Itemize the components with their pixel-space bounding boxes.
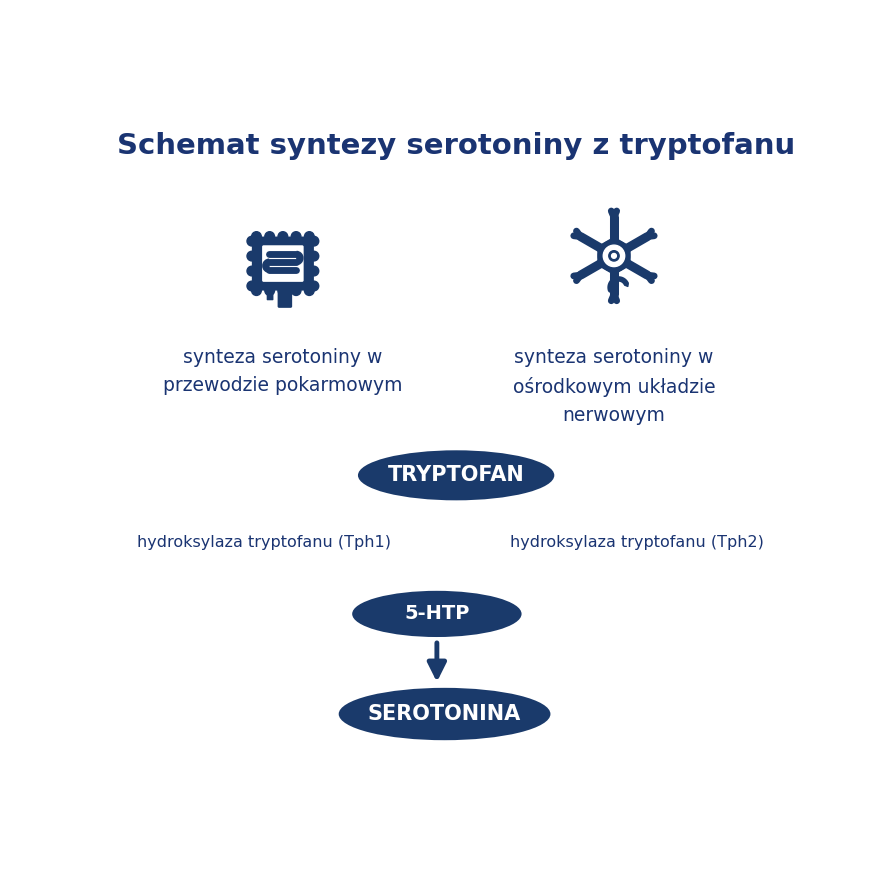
Ellipse shape — [352, 591, 522, 637]
Text: Schemat syntezy serotoniny z tryptofanu: Schemat syntezy serotoniny z tryptofanu — [117, 132, 796, 159]
Circle shape — [309, 251, 319, 261]
Text: synteza serotoniny w
ośrodkowym układzie
nerwowym: synteza serotoniny w ośrodkowym układzie… — [513, 348, 716, 425]
Text: hydroksylaza tryptofanu (Tph1): hydroksylaza tryptofanu (Tph1) — [137, 535, 391, 550]
Ellipse shape — [358, 450, 554, 500]
Circle shape — [247, 266, 256, 276]
FancyBboxPatch shape — [252, 236, 314, 291]
Circle shape — [309, 236, 319, 246]
Circle shape — [291, 285, 301, 295]
Circle shape — [309, 266, 319, 276]
Circle shape — [247, 281, 256, 291]
FancyBboxPatch shape — [278, 286, 292, 307]
Circle shape — [611, 254, 617, 258]
Polygon shape — [598, 237, 630, 274]
Circle shape — [252, 285, 262, 295]
FancyBboxPatch shape — [262, 245, 303, 282]
Circle shape — [609, 251, 619, 261]
Text: synteza serotoniny w
przewodzie pokarmowym: synteza serotoniny w przewodzie pokarmow… — [163, 348, 402, 396]
FancyBboxPatch shape — [267, 287, 273, 300]
Circle shape — [603, 245, 625, 267]
Circle shape — [247, 251, 256, 261]
Circle shape — [265, 232, 274, 241]
Text: hydroksylaza tryptofanu (Tph2): hydroksylaza tryptofanu (Tph2) — [510, 535, 764, 550]
Text: TRYPTOFAN: TRYPTOFAN — [388, 465, 524, 485]
Circle shape — [291, 232, 301, 241]
FancyArrow shape — [625, 282, 628, 286]
Circle shape — [278, 232, 287, 241]
Circle shape — [304, 232, 314, 241]
Text: 5-HTP: 5-HTP — [404, 604, 470, 624]
Circle shape — [598, 241, 630, 271]
Text: SEROTONINA: SEROTONINA — [368, 704, 522, 724]
Circle shape — [247, 236, 256, 246]
Ellipse shape — [339, 688, 550, 740]
Circle shape — [252, 232, 262, 241]
Circle shape — [278, 285, 287, 295]
Circle shape — [304, 285, 314, 295]
Circle shape — [309, 281, 319, 291]
Circle shape — [265, 285, 274, 295]
